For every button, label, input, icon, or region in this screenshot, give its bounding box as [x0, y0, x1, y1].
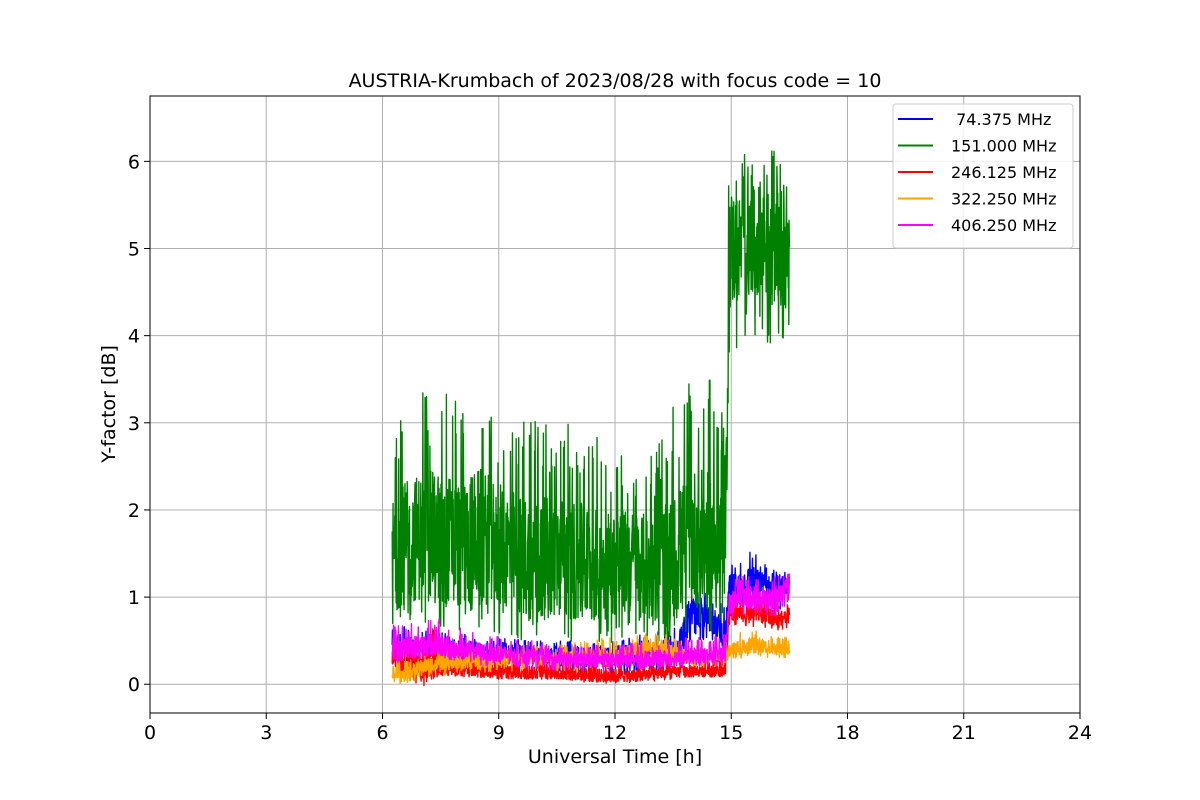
x-tick-label: 15 [719, 722, 743, 744]
x-tick-label: 3 [260, 722, 272, 744]
x-tick-label: 6 [376, 722, 388, 744]
legend-box [892, 103, 1074, 249]
y-tick-label: 5 [128, 239, 140, 261]
legend-label: 74.375 MHz [951, 110, 1051, 129]
y-tick-label: 1 [128, 587, 140, 609]
y-tick-label: 0 [128, 674, 140, 696]
series-line-1 [391, 150, 791, 645]
y-tick-label: 6 [128, 151, 140, 173]
legend-label: 406.250 MHz [951, 216, 1056, 235]
x-tick-label: 21 [952, 722, 976, 744]
x-tick-label: 0 [144, 722, 156, 744]
legend-label: 246.125 MHz [951, 163, 1056, 182]
legend-label: 151.000 MHz [951, 137, 1056, 156]
x-tick-label: 18 [835, 722, 859, 744]
x-axis-label: Universal Time [h] [528, 746, 702, 768]
x-tick-label: 12 [603, 722, 627, 744]
y-tick-label: 2 [128, 500, 140, 522]
y-tick-label: 3 [128, 413, 140, 435]
chart-title: AUSTRIA-Krumbach of 2023/08/28 with focu… [349, 70, 882, 92]
series-line-2 [391, 599, 791, 687]
legend: 74.375 MHz 151.000 MHz 246.125 MHz 322.250 … [892, 103, 1074, 249]
x-tick-label: 9 [493, 722, 505, 744]
series-line-4 [391, 573, 791, 672]
y-tick-label: 4 [128, 326, 140, 348]
y-axis-label: Y-factor [dB] [98, 345, 120, 464]
x-tick-label: 24 [1068, 722, 1092, 744]
series-layer [391, 150, 791, 687]
legend-label: 322.250 MHz [951, 190, 1056, 209]
series-line-3 [391, 630, 791, 685]
